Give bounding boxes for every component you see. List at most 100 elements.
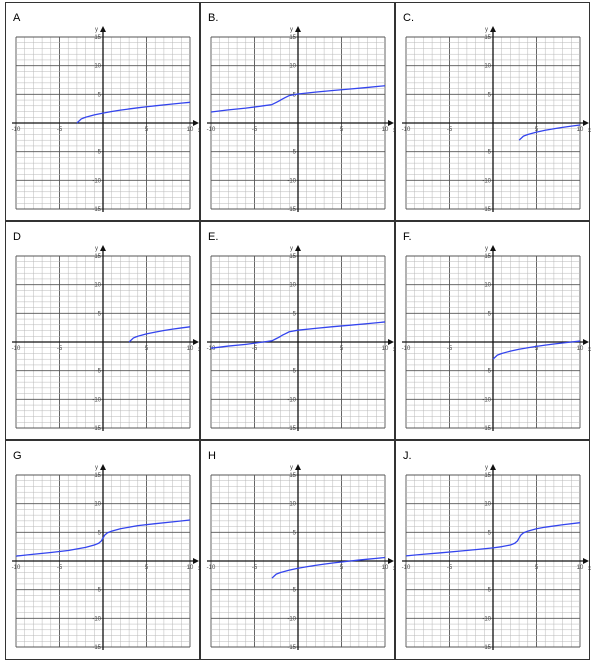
y-axis-arrow-icon [490,245,496,251]
y-tick-label: 10 [94,283,101,289]
y-tick-label: -10 [482,616,491,622]
x-tick-label: -5 [57,127,63,133]
x-tick-label: -10 [207,565,216,571]
series-line [210,321,386,349]
graph-a: x y -10 -5 5 10 15 10 5 -5 -10 -15 [12,26,201,213]
y-tick-label: -10 [287,397,296,403]
y-tick-label: 15 [94,473,101,479]
y-tick-label: 15 [289,35,296,41]
panel-cell: B. x y -10 -5 5 10 15 10 5 -5 -10 -15 [200,2,396,221]
y-axis-arrow-icon [100,464,106,470]
x-tick-label: 5 [535,565,539,571]
x-tick-label: -10 [402,565,411,571]
y-axis-label: y [485,246,488,252]
y-tick-label: 15 [484,473,491,479]
panel-label: D [13,231,21,243]
y-tick-label: -10 [482,178,491,184]
x-tick-label: 10 [577,127,584,133]
y-tick-label: -15 [287,645,296,651]
graph-j: x y -10 -5 5 10 15 10 5 -5 -10 -15 [402,464,591,651]
panel-label: F. [403,231,412,243]
graph-g: x y -10 -5 5 10 15 10 5 -5 -10 -15 [12,464,201,651]
y-tick-label: 5 [98,530,102,536]
series-line [271,556,386,579]
y-axis-label: y [485,465,488,471]
panel-label: H [208,450,216,462]
y-tick-label: -10 [287,616,296,622]
x-tick-label: -10 [207,346,216,352]
y-axis-label: y [95,246,98,252]
x-axis-label: x [588,128,591,134]
x-axis-label: x [198,347,201,353]
x-axis-arrow-icon [583,339,589,345]
x-axis-arrow-icon [388,558,394,564]
y-tick-label: 10 [484,64,491,70]
y-axis-arrow-icon [490,26,496,32]
x-tick-label: 5 [145,346,149,352]
y-tick-label: -15 [482,207,491,213]
series-line [210,85,386,113]
x-tick-label: 10 [382,565,389,571]
x-tick-label: -5 [447,565,453,571]
y-tick-label: 15 [289,254,296,260]
x-tick-label: -5 [252,565,258,571]
x-axis-label: x [198,128,201,134]
graph-c: x y -10 -5 5 10 15 10 5 -5 -10 -15 [402,26,591,213]
x-axis-label: x [588,347,591,353]
panel-cell: J. x y -10 -5 5 10 15 10 5 -5 -10 -15 [395,440,591,660]
panel-label: A [13,12,21,24]
graph-f: x y -10 -5 5 10 15 10 5 -5 -10 -15 [402,245,591,432]
series-line [15,519,191,557]
y-tick-label: -5 [486,588,492,594]
x-tick-label: 10 [382,346,389,352]
panel-cell: C. x y -10 -5 5 10 15 10 5 -5 -10 -15 [395,2,591,221]
y-tick-label: 10 [94,64,101,70]
panel-cell: E. x y -10 -5 5 10 15 10 5 -5 -10 -15 [200,221,396,440]
x-axis-arrow-icon [388,120,394,126]
y-axis-arrow-icon [295,464,301,470]
y-axis-arrow-icon [295,245,301,251]
y-tick-label: -5 [96,150,102,156]
series-line [76,101,191,124]
panel-label: C. [403,12,414,24]
x-tick-label: -5 [57,565,63,571]
y-tick-label: -10 [92,616,101,622]
x-tick-label: -10 [12,565,21,571]
series-line [405,522,581,557]
graph-d: x y -10 -5 5 10 15 10 5 -5 -10 -15 [12,245,201,432]
y-tick-label: -15 [482,645,491,651]
y-tick-label: -10 [92,397,101,403]
y-tick-label: 10 [289,64,296,70]
graph-e: x y -10 -5 5 10 15 10 5 -5 -10 -15 [207,245,396,432]
panel-label: G [13,450,22,462]
x-axis-arrow-icon [583,558,589,564]
panel-cell: Ax y -10 -5 5 10 15 10 5 -5 -10 -15 [5,2,201,221]
x-tick-label: 5 [340,565,344,571]
panel-cell: Gx y -10 -5 5 10 15 10 5 -5 -10 -15 [5,440,201,660]
series-line [518,124,581,141]
x-tick-label: 5 [340,127,344,133]
panel-label: B. [208,12,219,24]
y-axis-label: y [95,27,98,33]
x-tick-label: 10 [187,127,194,133]
y-tick-label: 5 [98,92,102,98]
panel-cell: Hx y -10 -5 5 10 15 10 5 -5 -10 -15 [200,440,396,660]
x-axis-arrow-icon [583,120,589,126]
y-axis-arrow-icon [100,26,106,32]
x-axis-label: x [588,566,591,572]
y-tick-label: 10 [289,502,296,508]
y-tick-label: -15 [92,645,101,651]
x-axis-arrow-icon [388,339,394,345]
y-tick-label: -10 [287,178,296,184]
x-axis-label: x [393,347,396,353]
graph-b: x y -10 -5 5 10 15 10 5 -5 -10 -15 [207,26,396,213]
y-axis-label: y [290,27,293,33]
answer-choices-table: Ax y -10 -5 5 10 15 10 5 -5 -10 -15 B. x y -10 -5 5 10 15 1… [5,2,591,660]
y-tick-label: 15 [484,35,491,41]
y-tick-label: 15 [94,254,101,260]
y-tick-label: 10 [484,283,491,289]
y-tick-label: -5 [96,369,102,375]
x-tick-label: 10 [187,346,194,352]
y-axis-label: y [290,246,293,252]
x-axis-arrow-icon [193,558,199,564]
